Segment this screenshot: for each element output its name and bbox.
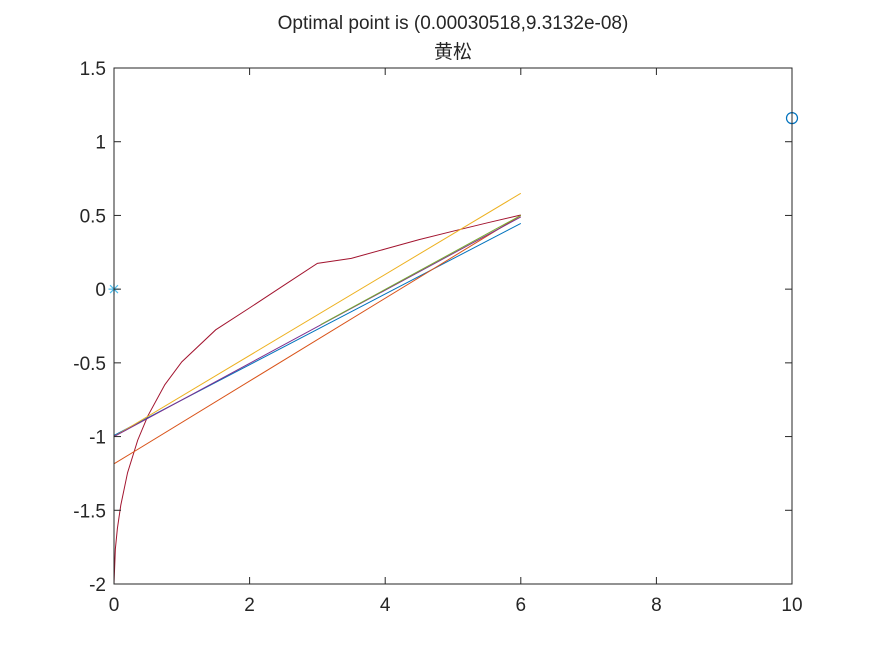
x-tick-label: 10 bbox=[781, 595, 802, 616]
chart-subtitle: 黄松 bbox=[434, 41, 472, 63]
axes: 0 2 4 6 8 10 -2 -1.5 -1 -0.5 0 0.5 1 1.5 bbox=[73, 59, 802, 616]
series-line-4 bbox=[113, 192, 522, 437]
x-tick-label: 4 bbox=[380, 595, 391, 616]
x-tick-label: 2 bbox=[244, 595, 255, 616]
plot-area bbox=[108, 112, 799, 585]
y-tick-label: 0.5 bbox=[80, 206, 106, 227]
y-tick-label: 0 bbox=[95, 280, 106, 301]
series-line-5 bbox=[113, 216, 522, 438]
series-line-6 bbox=[320, 214, 522, 325]
series-line-1 bbox=[113, 214, 521, 585]
chart-title: Optimal point is (0.00030518,9.3132e-08) bbox=[278, 13, 629, 34]
axes-box bbox=[113, 67, 793, 585]
y-tick-label: -1.5 bbox=[73, 501, 106, 522]
y-tick-label: 1 bbox=[95, 133, 106, 154]
y-tick-label: -2 bbox=[89, 575, 106, 596]
x-tick-label: 8 bbox=[651, 595, 662, 616]
y-tick-label: 1.5 bbox=[80, 59, 106, 80]
x-tick-label: 0 bbox=[109, 595, 120, 616]
y-tick-label: -0.5 bbox=[73, 354, 106, 375]
series-line-3 bbox=[113, 215, 522, 465]
x-tick-label: 6 bbox=[516, 595, 527, 616]
y-tick-label: -1 bbox=[89, 428, 106, 449]
